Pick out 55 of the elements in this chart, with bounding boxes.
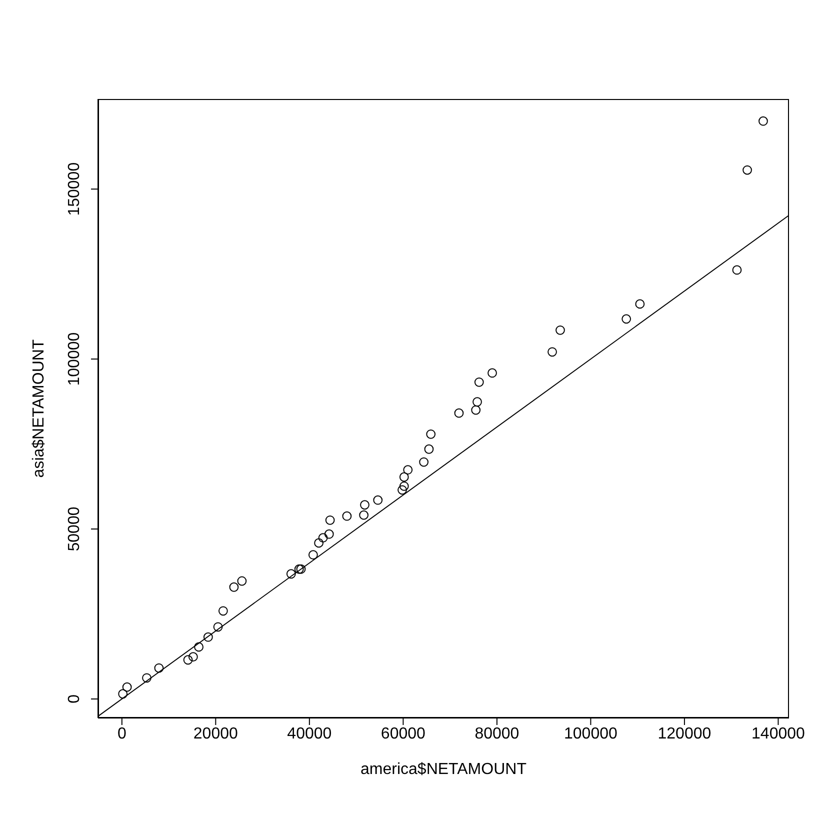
point: [471, 405, 481, 415]
point: [635, 299, 645, 309]
point: [360, 500, 370, 510]
point: [622, 314, 632, 324]
point: [399, 472, 409, 482]
point: [399, 481, 409, 491]
y-tick-label: 150000: [66, 162, 83, 216]
x-tick-label: 100000: [564, 725, 618, 742]
point: [424, 444, 434, 454]
point: [732, 265, 742, 275]
point: [324, 529, 334, 539]
x-tick-label: 20000: [193, 725, 238, 742]
point: [194, 642, 204, 652]
point: [213, 622, 223, 632]
point: [308, 550, 318, 560]
point: [118, 689, 128, 699]
point: [426, 429, 436, 439]
point: [398, 485, 407, 495]
y-tick-label: 50000: [66, 506, 83, 552]
x-tick-label: 80000: [474, 725, 520, 742]
point: [556, 325, 565, 335]
point: [403, 465, 413, 475]
x-tick-label: 40000: [287, 725, 332, 742]
x-tick-label: 140000: [752, 725, 806, 742]
x-tick-label: 120000: [658, 725, 712, 742]
point: [488, 368, 497, 378]
point: [325, 515, 335, 525]
y-tick-label: 100000: [66, 332, 83, 386]
point: [318, 533, 328, 543]
point: [203, 632, 213, 642]
point: [454, 408, 464, 418]
point: [758, 116, 768, 126]
x-axis-title: america$NETAMOUNT: [360, 761, 527, 778]
point: [342, 511, 352, 521]
point: [142, 673, 152, 683]
point: [419, 457, 429, 467]
point: [472, 397, 482, 407]
point: [286, 569, 296, 579]
point: [314, 538, 324, 548]
y-tick-label: 0: [66, 694, 83, 704]
point: [373, 495, 383, 505]
point: [474, 377, 484, 387]
point: [742, 165, 752, 175]
x-tick-label: 60000: [380, 725, 426, 742]
point: [359, 510, 369, 520]
point: [237, 576, 247, 586]
point: [218, 606, 228, 616]
y-axis-title: asia$NETAMOUNT: [30, 339, 48, 478]
x-tick-label: 0: [117, 725, 126, 742]
point: [548, 347, 557, 357]
point: [188, 652, 198, 662]
point: [183, 655, 193, 665]
point: [229, 582, 239, 592]
point: [122, 682, 132, 692]
point: [154, 663, 164, 673]
